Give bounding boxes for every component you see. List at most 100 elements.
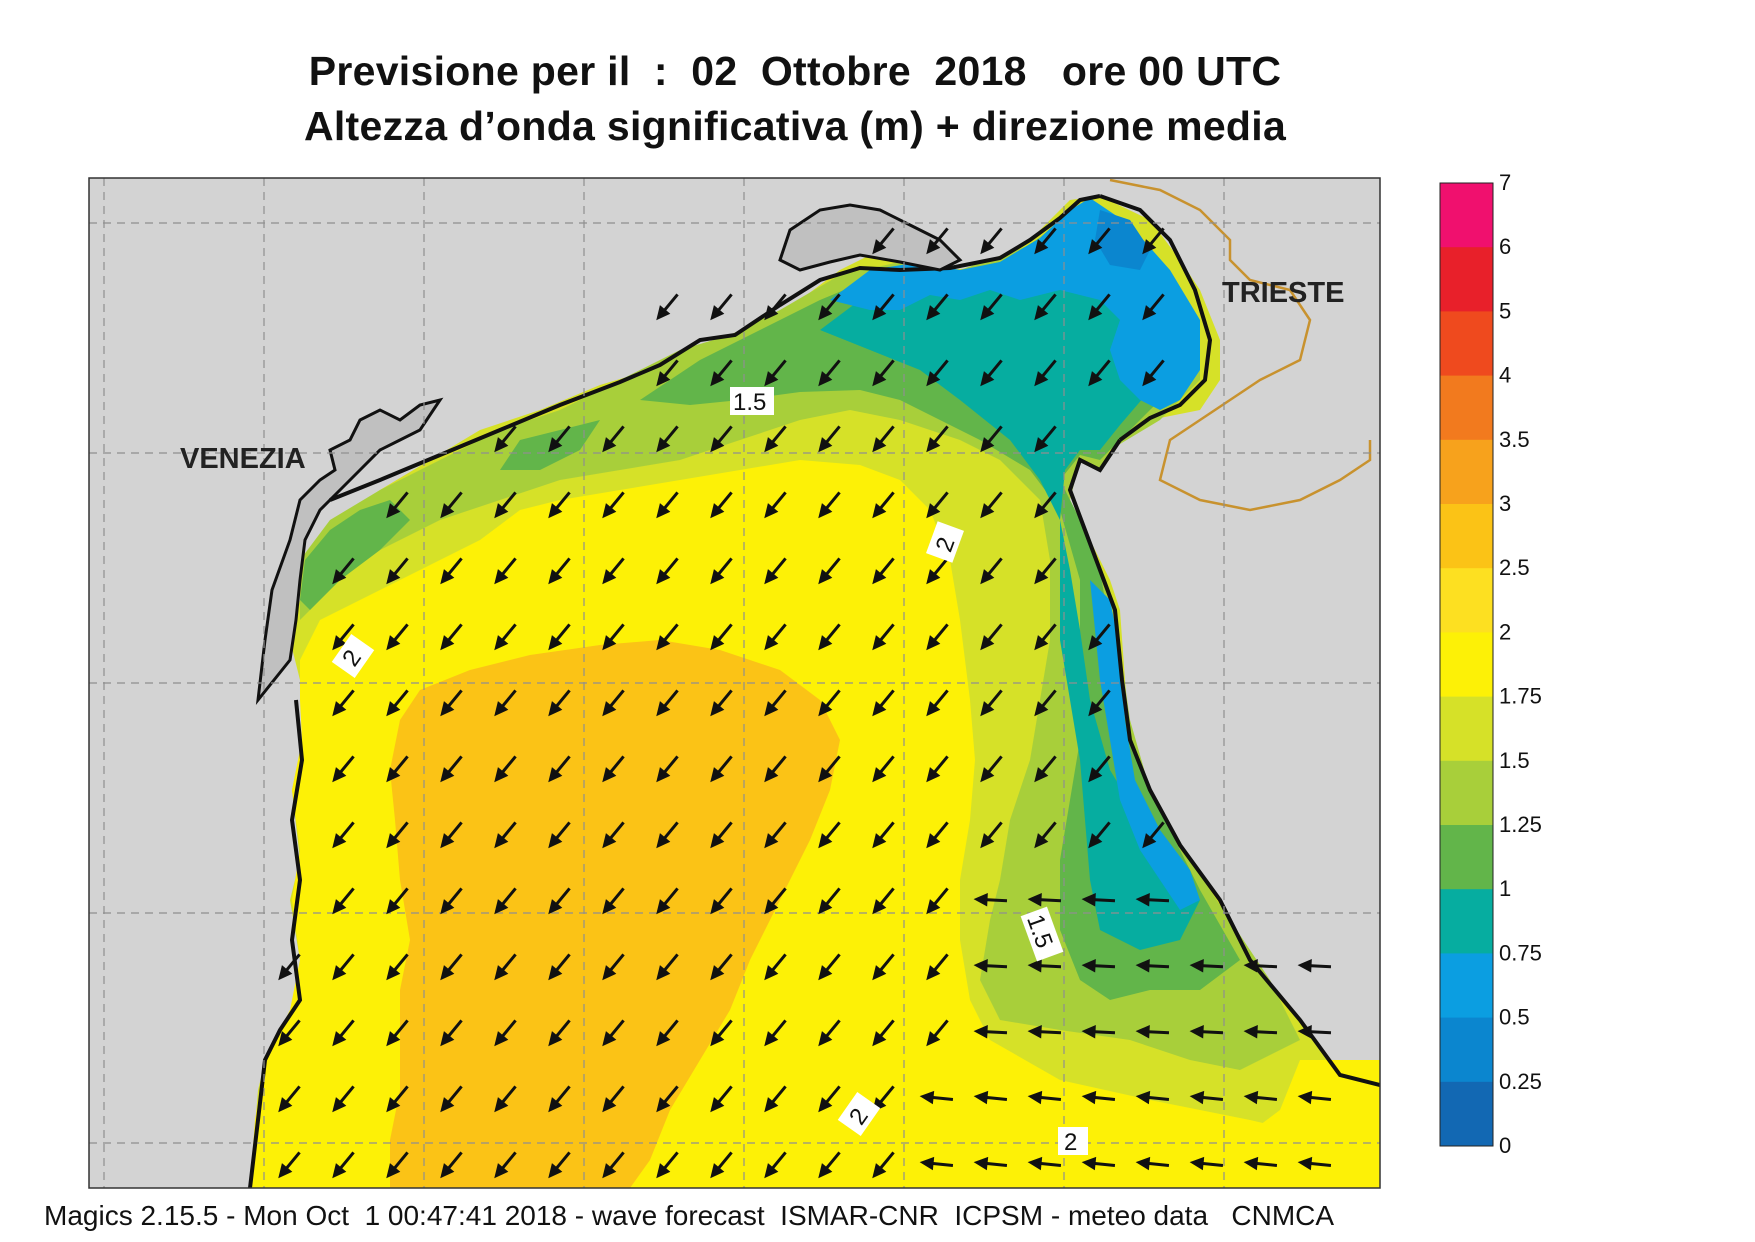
wave-arrow-head — [1243, 1156, 1259, 1171]
wave-arrow-head — [710, 635, 725, 651]
wave-arrow-head — [973, 1090, 989, 1105]
wave-arrow-head — [764, 569, 779, 585]
colorbar-label: 1.5 — [1499, 748, 1530, 773]
colorbar-label: 1.25 — [1499, 812, 1542, 837]
sea-teal-band — [820, 215, 1200, 950]
wave-arrow-head — [1081, 893, 1096, 907]
wave-arrow-head — [440, 767, 455, 783]
graticule — [89, 178, 1380, 1188]
land-west-coast — [248, 699, 305, 1188]
colorbar-swatch — [1440, 504, 1493, 569]
wave-arrow-head — [1034, 437, 1049, 453]
wave-arrow-head — [602, 701, 617, 717]
colorbar-swatch — [1440, 760, 1493, 826]
wave-arrow-head — [710, 1031, 725, 1047]
sea-dark-green-venezia — [300, 500, 410, 610]
wave-arrow-head — [919, 1156, 935, 1171]
wave-arrow-head — [440, 833, 455, 849]
wave-arrow-head — [710, 569, 725, 585]
wave-arrow-head — [494, 899, 509, 915]
wave-arrow-head — [386, 965, 401, 981]
wave-arrow-head — [440, 503, 455, 519]
land-venezia-lagoon — [255, 397, 444, 706]
wave-arrow-head — [1081, 1090, 1097, 1105]
wave-arrow-head — [872, 503, 887, 519]
wave-arrow-head — [548, 701, 563, 717]
wave-arrow-head — [386, 833, 401, 849]
wave-arrow-head — [872, 899, 887, 915]
wave-arrow-head — [656, 1031, 671, 1047]
wave-arrow-head — [764, 1097, 779, 1113]
wave-direction-arrows — [278, 227, 1332, 1179]
sea-yellow-band-2 — [1240, 1060, 1380, 1188]
wave-arrow-head — [278, 1031, 293, 1047]
wave-arrow-head — [818, 437, 833, 453]
wave-arrow-head — [980, 305, 995, 321]
wave-arrow-head — [926, 437, 941, 453]
colorbar-label: 0.75 — [1499, 940, 1542, 965]
wave-arrow-head — [440, 569, 455, 585]
colorbar-swatch — [1440, 825, 1493, 890]
wave-arrow-head — [973, 1025, 988, 1039]
wave-arrow-head — [1189, 1025, 1204, 1039]
wave-arrow-head — [602, 569, 617, 585]
wave-arrow-head — [710, 899, 725, 915]
wave-arrow-head — [818, 1163, 833, 1179]
wave-arrow-head — [1142, 833, 1157, 849]
wave-arrow-head — [440, 1097, 455, 1113]
colorbar-swatch — [1440, 953, 1493, 1019]
wave-arrow-head — [656, 305, 671, 321]
colorbar-label: 6 — [1499, 234, 1511, 259]
wave-arrow-head — [1243, 959, 1258, 973]
wave-arrow-head — [919, 1090, 935, 1105]
wave-arrow-head — [548, 635, 563, 651]
wave-arrow-head — [1135, 1025, 1150, 1039]
wave-arrow-head — [980, 239, 995, 255]
wave-arrow-head — [980, 503, 995, 519]
wave-arrow-head — [1088, 635, 1103, 651]
wave-arrow-head — [1088, 767, 1103, 783]
wave-arrow-head — [973, 893, 988, 907]
wave-arrow-head — [332, 767, 347, 783]
wave-arrow-head — [332, 1097, 347, 1113]
wave-arrow-head — [764, 503, 779, 519]
sea-blue-east — [1090, 580, 1200, 910]
wave-arrow-head — [1027, 1156, 1043, 1171]
wave-arrow-head — [1088, 833, 1103, 849]
wave-arrow-head — [1027, 893, 1042, 907]
wave-arrow-head — [440, 899, 455, 915]
wave-arrow-head — [872, 239, 887, 255]
wave-arrow-head — [386, 767, 401, 783]
wave-arrow-head — [872, 701, 887, 717]
wave-arrow-head — [602, 965, 617, 981]
colorbar-label: 5 — [1499, 298, 1511, 323]
wave-arrow-head — [494, 569, 509, 585]
wave-arrow-head — [386, 899, 401, 915]
colorbar-swatch — [1440, 375, 1493, 441]
wave-arrow-head — [710, 965, 725, 981]
wave-arrow-head — [1088, 701, 1103, 717]
wave-arrow-head — [548, 503, 563, 519]
wave-arrow-head — [818, 701, 833, 717]
city-label-venezia: VENEZIA — [180, 443, 306, 475]
wave-arrow-head — [926, 1031, 941, 1047]
wave-arrow-head — [602, 1097, 617, 1113]
colorbar-swatch — [1440, 889, 1493, 954]
wave-arrow-head — [494, 1031, 509, 1047]
colorbar-label: 7 — [1499, 170, 1511, 195]
colorbar-swatch — [1440, 696, 1493, 762]
contour-label-1: 1.5 — [733, 389, 766, 416]
wave-arrow-head — [710, 701, 725, 717]
wave-arrow-head — [278, 1163, 293, 1179]
wave-arrow-head — [710, 1097, 725, 1113]
colorbar-label: 1.75 — [1499, 684, 1542, 709]
wave-arrow-head — [980, 701, 995, 717]
colorbar-swatch — [1440, 1081, 1493, 1147]
wave-arrow-head — [1027, 1025, 1042, 1039]
wave-arrow-head — [548, 1163, 563, 1179]
wave-arrow-head — [1243, 1090, 1259, 1105]
wave-arrow-head — [1081, 959, 1096, 973]
wave-arrow-head — [656, 899, 671, 915]
wave-arrow-head — [548, 833, 563, 849]
wave-arrow-head — [764, 1031, 779, 1047]
